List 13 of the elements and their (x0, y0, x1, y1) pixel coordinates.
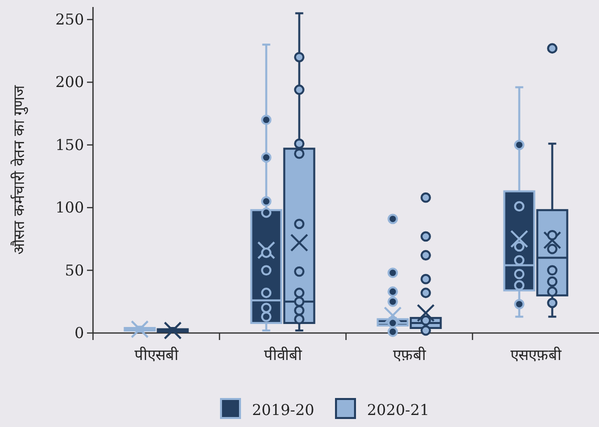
x-tick-label: पीवीबी (264, 346, 303, 364)
y-tick-label: 50 (64, 261, 84, 280)
y-axis-title: औसत कर्मचारी वेतन का गुणज (10, 84, 29, 255)
y-tick-label: 250 (55, 10, 84, 29)
y-tick-label: 0 (74, 324, 84, 342)
x-tick-label: एसएफ़बी (510, 346, 562, 364)
y-tick-label: 150 (55, 136, 84, 154)
legend-label: 2019-20 (252, 401, 314, 419)
legend-label: 2020-21 (367, 401, 430, 419)
y-tick-label: 100 (55, 198, 84, 217)
y-tick-label: 200 (55, 73, 84, 92)
x-tick-label: पीएसबी (134, 346, 180, 364)
x-tick-label: एफ़बी (392, 346, 427, 364)
